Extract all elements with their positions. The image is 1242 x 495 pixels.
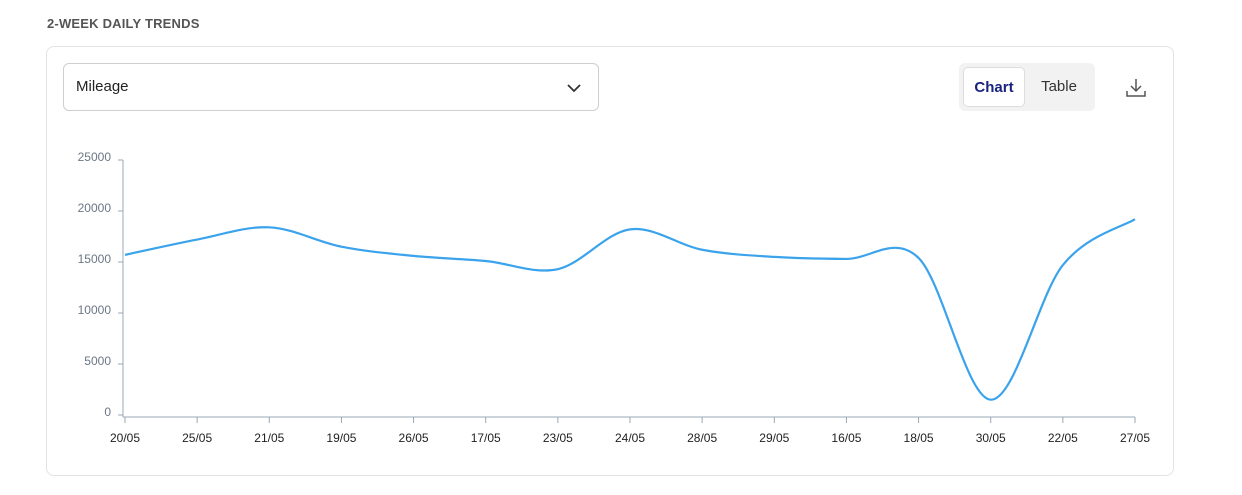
y-tick-label: 25000	[78, 150, 112, 164]
x-tick-label: 27/05	[1120, 431, 1150, 445]
metric-select[interactable]: Mileage	[63, 63, 599, 111]
table-button[interactable]: Table	[1041, 78, 1077, 95]
chart-button[interactable]: Chart	[963, 67, 1025, 107]
y-tick-label: 15000	[78, 252, 112, 266]
chevron-icon	[567, 84, 581, 93]
select-value: Mileage	[76, 78, 129, 95]
y-tick-label: 10000	[78, 303, 112, 317]
x-tick-label: 22/05	[1048, 431, 1078, 445]
line-series	[124, 218, 1136, 401]
x-tick-label: 30/05	[976, 431, 1006, 445]
x-tick-label: 21/05	[254, 431, 284, 445]
y-tick-label: 0	[104, 405, 111, 419]
x-tick-label: 28/05	[687, 431, 717, 445]
x-tick-label: 23/05	[543, 431, 573, 445]
x-tick-label: 25/05	[182, 431, 212, 445]
x-tick-label: 26/05	[399, 431, 429, 445]
x-tick-label: 18/05	[904, 431, 934, 445]
x-tick-label: 16/05	[831, 431, 861, 445]
x-tick-label: 24/05	[615, 431, 645, 445]
x-tick-label: 29/05	[759, 431, 789, 445]
x-tick-label: 20/05	[110, 431, 140, 445]
download-icon[interactable]	[1125, 77, 1147, 99]
view-toggle: Chart Table	[959, 63, 1095, 111]
y-tick-label: 20000	[78, 201, 112, 215]
section-title: 2-WEEK DAILY TRENDS	[47, 16, 200, 31]
card: Mileage Chart Table	[46, 46, 1174, 476]
x-tick-label: 19/05	[326, 431, 356, 445]
x-tick-label: 17/05	[471, 431, 501, 445]
y-tick-label: 5000	[84, 354, 111, 368]
